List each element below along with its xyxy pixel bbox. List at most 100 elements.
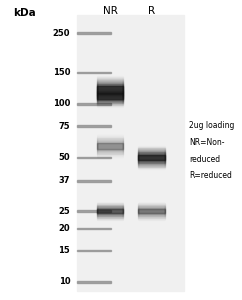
Bar — [138, 208, 165, 214]
Bar — [77, 157, 111, 158]
Bar — [77, 281, 111, 283]
Bar — [97, 88, 123, 105]
Bar — [77, 32, 111, 34]
Bar — [97, 140, 123, 152]
Bar — [138, 203, 165, 220]
Bar — [97, 94, 123, 99]
Bar — [77, 72, 111, 73]
Text: 150: 150 — [53, 68, 70, 77]
Text: 75: 75 — [59, 122, 70, 130]
Bar — [97, 94, 123, 99]
Bar — [138, 155, 165, 160]
Text: 20: 20 — [59, 224, 70, 233]
Bar — [138, 150, 165, 165]
Bar — [138, 147, 165, 168]
Bar — [97, 208, 123, 214]
Bar — [77, 180, 111, 182]
Text: R: R — [148, 5, 155, 16]
Bar — [138, 152, 165, 163]
Bar — [97, 80, 123, 100]
Bar — [97, 209, 123, 213]
Bar — [97, 204, 123, 218]
Bar — [77, 103, 111, 105]
Bar — [138, 148, 165, 167]
Bar — [97, 76, 123, 104]
Bar — [97, 206, 123, 216]
Bar — [138, 148, 165, 167]
Bar — [97, 143, 123, 149]
Bar — [97, 90, 123, 103]
Bar — [138, 146, 165, 169]
Bar — [138, 152, 165, 164]
Bar — [77, 15, 184, 291]
Bar — [97, 79, 123, 101]
Bar — [77, 125, 111, 127]
Text: 2ug loading: 2ug loading — [189, 122, 234, 130]
Bar — [97, 78, 123, 102]
Bar — [97, 82, 123, 98]
Bar — [97, 85, 123, 94]
Bar — [97, 138, 123, 154]
Bar — [97, 203, 123, 219]
Bar — [97, 85, 123, 95]
Bar — [77, 210, 111, 212]
Text: 37: 37 — [59, 176, 70, 185]
Bar — [138, 208, 165, 214]
Bar — [97, 89, 123, 104]
Bar — [97, 86, 123, 93]
Bar — [97, 141, 123, 151]
Bar — [97, 202, 123, 220]
Bar — [97, 203, 123, 220]
Bar — [97, 91, 123, 102]
Bar — [97, 142, 123, 149]
Bar — [97, 88, 123, 105]
Bar — [77, 250, 111, 251]
Bar — [97, 205, 123, 217]
Bar — [97, 206, 123, 216]
Text: 50: 50 — [59, 153, 70, 162]
Text: R=reduced: R=reduced — [189, 171, 232, 180]
Bar — [97, 136, 123, 156]
Bar — [138, 207, 165, 215]
Bar — [97, 76, 123, 103]
Bar — [97, 87, 123, 106]
Bar — [138, 209, 165, 213]
Bar — [97, 137, 123, 155]
Bar — [77, 228, 111, 229]
Bar — [97, 83, 123, 96]
Bar — [138, 153, 165, 162]
Bar — [138, 154, 165, 161]
Text: kDa: kDa — [13, 8, 36, 19]
Text: 25: 25 — [58, 207, 70, 216]
Bar — [138, 203, 165, 219]
Bar — [138, 202, 165, 220]
Bar — [138, 206, 165, 216]
Text: 10: 10 — [59, 278, 70, 286]
Text: 100: 100 — [53, 99, 70, 108]
Bar — [97, 135, 123, 157]
Text: NR: NR — [103, 5, 118, 16]
Bar — [97, 139, 123, 153]
Bar — [138, 151, 165, 164]
Bar — [138, 205, 165, 217]
Text: 15: 15 — [58, 246, 70, 255]
Bar — [97, 209, 123, 213]
Bar — [138, 209, 165, 213]
Bar — [97, 93, 123, 100]
Bar — [97, 86, 123, 107]
Bar — [97, 82, 123, 97]
Text: NR=Non-: NR=Non- — [189, 138, 224, 147]
Bar — [97, 139, 123, 154]
Bar — [97, 92, 123, 101]
Bar — [97, 86, 123, 93]
Bar — [97, 143, 123, 149]
Bar — [138, 149, 165, 166]
Bar — [97, 205, 123, 218]
Bar — [138, 206, 165, 216]
Bar — [97, 91, 123, 103]
Text: reduced: reduced — [189, 154, 220, 164]
Bar — [97, 134, 123, 158]
Bar — [138, 205, 165, 218]
Bar — [97, 142, 123, 150]
Bar — [97, 80, 123, 99]
